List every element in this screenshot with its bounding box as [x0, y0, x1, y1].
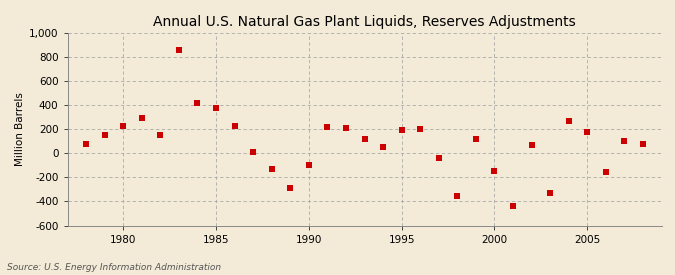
Point	[545, 191, 556, 195]
Point	[322, 125, 333, 129]
Point	[173, 48, 184, 53]
Point	[117, 124, 128, 128]
Point	[601, 170, 612, 174]
Point	[81, 142, 92, 147]
Point	[229, 124, 240, 128]
Point	[211, 106, 221, 110]
Point	[340, 126, 351, 130]
Point	[563, 119, 574, 124]
Point	[526, 143, 537, 147]
Point	[489, 169, 500, 173]
Point	[359, 137, 370, 142]
Point	[99, 133, 110, 137]
Point	[136, 116, 147, 120]
Point	[378, 145, 389, 150]
Text: Source: U.S. Energy Information Administration: Source: U.S. Energy Information Administ…	[7, 263, 221, 272]
Point	[470, 137, 481, 141]
Title: Annual U.S. Natural Gas Plant Liquids, Reserves Adjustments: Annual U.S. Natural Gas Plant Liquids, R…	[153, 15, 576, 29]
Point	[285, 186, 296, 190]
Point	[414, 127, 425, 131]
Point	[619, 139, 630, 144]
Point	[155, 133, 166, 138]
Point	[637, 142, 648, 147]
Point	[303, 163, 314, 167]
Point	[452, 194, 463, 198]
Point	[266, 167, 277, 171]
Point	[433, 156, 444, 160]
Point	[248, 150, 259, 154]
Point	[508, 204, 518, 208]
Point	[582, 130, 593, 134]
Point	[396, 128, 407, 132]
Y-axis label: Million Barrels: Million Barrels	[15, 92, 25, 166]
Point	[192, 101, 202, 105]
